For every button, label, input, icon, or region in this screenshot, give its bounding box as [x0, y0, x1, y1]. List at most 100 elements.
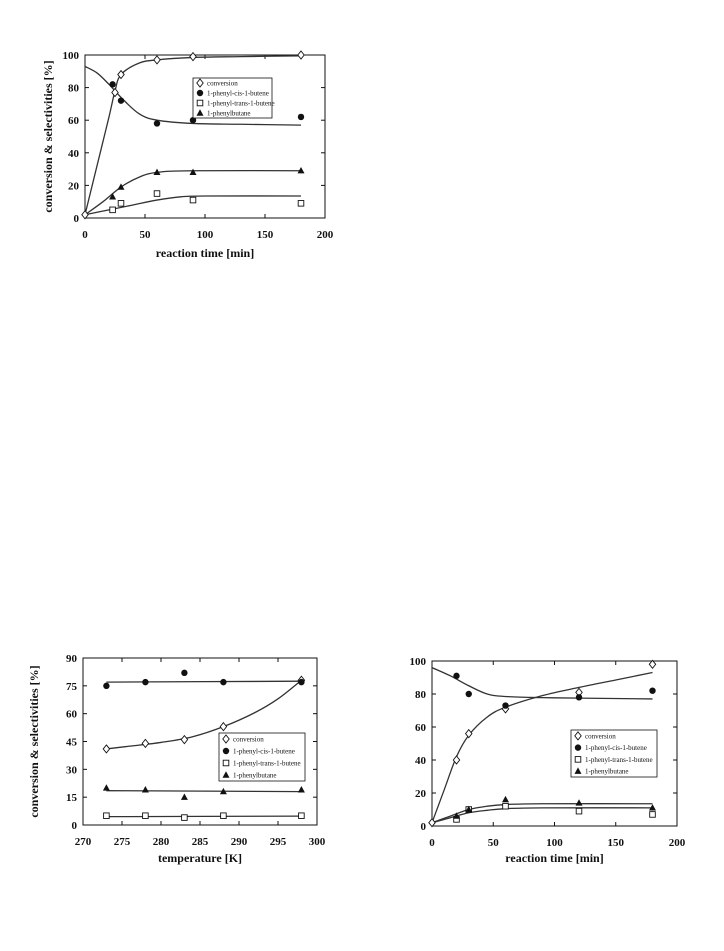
- y-tick-label: 15: [66, 792, 78, 804]
- x-tick-label: 300: [309, 836, 326, 848]
- y-tick-label: 80: [68, 83, 80, 95]
- data-point-circle-filled: [117, 97, 125, 104]
- data-point-diamond-open: [452, 755, 461, 765]
- x-tick-label: 290: [231, 836, 248, 848]
- data-point-circle-filled: [502, 702, 509, 709]
- data-point-square-open: [153, 190, 161, 197]
- y-tick-label: 75: [66, 681, 78, 693]
- legend-marker-triangle-filled: [574, 767, 582, 774]
- legend-box: [192, 77, 273, 119]
- legend-marker-square-open: [222, 759, 230, 767]
- legend-label: 1-phenyl-cis-1-butene: [585, 744, 647, 752]
- y-tick-label: 60: [68, 115, 80, 127]
- data-point-square-open: [649, 811, 656, 818]
- legend-marker-circle-filled: [196, 89, 204, 97]
- chart-3: 0 50 100 150 200 0 20 40 60 80 100 reaction time [m…: [410, 656, 686, 865]
- x-tick-label: 50: [140, 229, 152, 241]
- data-point-square-open: [109, 206, 116, 214]
- legend-label: 1-phenyl-trans-1-butene: [233, 759, 301, 767]
- legend-box: [570, 729, 658, 778]
- data-point-triangle-filled: [453, 812, 460, 819]
- fit-line-square-open: [84, 195, 302, 216]
- data-point-triangle-filled: [297, 786, 305, 793]
- data-point-circle-filled: [109, 81, 116, 88]
- y-tick-label: 0: [72, 820, 78, 832]
- y-tick-label: 40: [68, 148, 80, 160]
- y-tick-label: 100: [63, 50, 80, 62]
- data-point-circle-filled: [465, 690, 472, 698]
- legend-marker-circle-filled: [574, 744, 582, 751]
- legend-marker-circle-filled: [222, 747, 230, 755]
- data-point-circle-filled: [298, 678, 305, 686]
- x-tick-label: 275: [114, 836, 131, 848]
- x-tick-label: 150: [608, 837, 625, 849]
- data-point-triangle-filled: [575, 799, 583, 806]
- y-tick-label: 90: [66, 653, 78, 665]
- x-tick-label: 200: [669, 837, 686, 849]
- legend-label: 1-phenylbutane: [233, 771, 277, 779]
- chart-2: 270 275 280 285 290 295 300 0 15 30 45 60 75 90 temper…: [27, 653, 326, 865]
- x-tick-label: 100: [197, 229, 214, 241]
- legend-marker-diamond-open: [196, 78, 204, 88]
- data-point-triangle-filled: [180, 793, 188, 800]
- x-tick-label: 280: [153, 836, 170, 848]
- data-point-diamond-open: [141, 738, 150, 749]
- fit-line-square-open: [106, 815, 302, 818]
- x-axis-label: temperature [K]: [158, 851, 242, 865]
- legend-marker-diamond-open: [222, 734, 230, 744]
- legend-label: 1-phenyl-cis-1-butene: [233, 747, 295, 755]
- data-point-diamond-open: [297, 50, 305, 60]
- legend-marker-triangle-filled: [196, 109, 204, 116]
- legend-marker-square-open: [196, 99, 204, 107]
- y-tick-label: 20: [68, 180, 80, 192]
- data-point-diamond-open: [219, 721, 228, 732]
- x-tick-label: 270: [75, 836, 92, 848]
- legend-label: 1-phenyl-trans-1-butene: [585, 756, 653, 764]
- data-point-square-open: [502, 802, 509, 810]
- legend-marker-triangle-filled: [222, 771, 230, 778]
- data-point-square-open: [575, 807, 583, 815]
- fit-line-diamond-open: [84, 55, 302, 215]
- legend-marker-square-open: [574, 756, 582, 763]
- x-tick-label: 50: [488, 837, 500, 849]
- data-point-square-open: [142, 812, 149, 819]
- y-tick-label: 60: [415, 722, 427, 734]
- data-point-triangle-filled: [141, 786, 149, 793]
- legend-marker-diamond-open: [574, 731, 582, 741]
- data-point-square-open: [117, 200, 125, 207]
- x-tick-label: 200: [317, 229, 334, 241]
- data-point-diamond-open: [464, 728, 473, 739]
- data-point-diamond-open: [102, 744, 111, 754]
- y-axis-label: conversion & selectivities [%]: [27, 665, 41, 817]
- y-tick-label: 80: [415, 689, 427, 701]
- fit-line-circle-filled: [431, 667, 653, 700]
- data-point-circle-filled: [153, 120, 161, 127]
- fit-line-triangle-filled: [106, 790, 302, 793]
- fit-line-square-open: [431, 807, 653, 824]
- fit-line-diamond-open: [106, 679, 302, 750]
- data-point-square-open: [220, 812, 227, 819]
- data-point-circle-filled: [142, 678, 149, 686]
- data-point-triangle-filled: [465, 805, 473, 813]
- y-tick-label: 45: [66, 737, 78, 749]
- data-point-triangle-filled: [219, 787, 227, 795]
- data-point-diamond-open: [81, 210, 89, 220]
- data-point-diamond-open: [180, 734, 189, 745]
- data-point-square-open: [297, 200, 305, 207]
- y-tick-label: 60: [66, 709, 78, 721]
- chart-1: 0 50 100 150 200 0 20 40 60 80 100 reaction time [m…: [41, 50, 334, 260]
- fit-line-circle-filled: [84, 65, 302, 126]
- legend-label: 1-phenylbutane: [207, 109, 251, 117]
- data-point-square-open: [298, 812, 305, 819]
- legend-label: conversion: [233, 735, 264, 743]
- data-point-circle-filled: [181, 669, 188, 677]
- data-point-circle-filled: [220, 678, 227, 686]
- y-tick-label: 30: [66, 764, 78, 776]
- fit-line-diamond-open: [431, 671, 653, 823]
- data-point-triangle-filled: [109, 193, 117, 200]
- data-point-circle-filled: [575, 694, 583, 701]
- data-point-circle-filled: [103, 682, 110, 690]
- x-tick-label: 100: [546, 837, 563, 849]
- data-point-diamond-open: [648, 659, 657, 670]
- data-point-circle-filled: [297, 113, 305, 121]
